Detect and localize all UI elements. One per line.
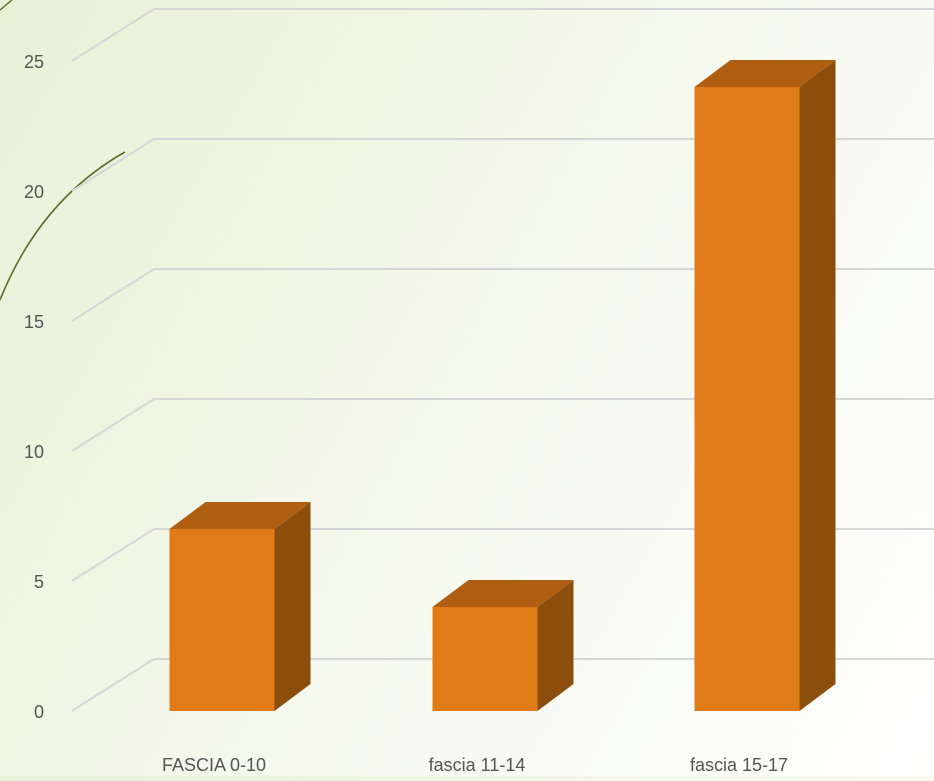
y-tick-label: 10	[24, 442, 44, 462]
y-tick-label: 5	[34, 572, 44, 592]
decorative-line	[0, 0, 13, 11]
bar-top-face	[694, 60, 836, 87]
x-axis-tick-labels: FASCIA 0-10 fascia 11-14 fascia 15-17	[162, 755, 788, 775]
gridline-25	[71, 8, 934, 62]
bar-side-face	[799, 60, 836, 711]
bar-front-face	[169, 529, 275, 711]
gridline-0	[71, 658, 934, 712]
x-tick-label: fascia 15-17	[690, 755, 788, 775]
bar-front-face	[694, 87, 800, 711]
x-tick-label: fascia 11-14	[429, 755, 526, 775]
decorative-curve	[0, 151, 126, 301]
bar-front-face	[432, 607, 538, 711]
gridline-5	[71, 528, 934, 582]
bars	[169, 60, 836, 711]
x-tick-label: FASCIA 0-10	[162, 755, 266, 775]
y-tick-label: 15	[24, 312, 44, 332]
gridline-10	[71, 398, 934, 452]
bar-top-face	[169, 502, 311, 529]
bar-top-face	[432, 580, 574, 607]
bar-side-face	[537, 580, 574, 711]
bar-fascia-11-14	[432, 580, 574, 711]
y-tick-label: 20	[24, 182, 44, 202]
y-axis-tick-labels: 0 5 10 15 20 25	[24, 52, 44, 722]
gridline-15	[71, 268, 934, 322]
gridline-20	[71, 138, 934, 192]
bar-fascia-0-10	[169, 502, 311, 711]
gridlines	[71, 8, 934, 712]
bar-side-face	[274, 502, 311, 711]
bar-fascia-15-17	[694, 60, 836, 711]
y-tick-label: 25	[24, 52, 44, 72]
y-tick-label: 0	[34, 702, 44, 722]
